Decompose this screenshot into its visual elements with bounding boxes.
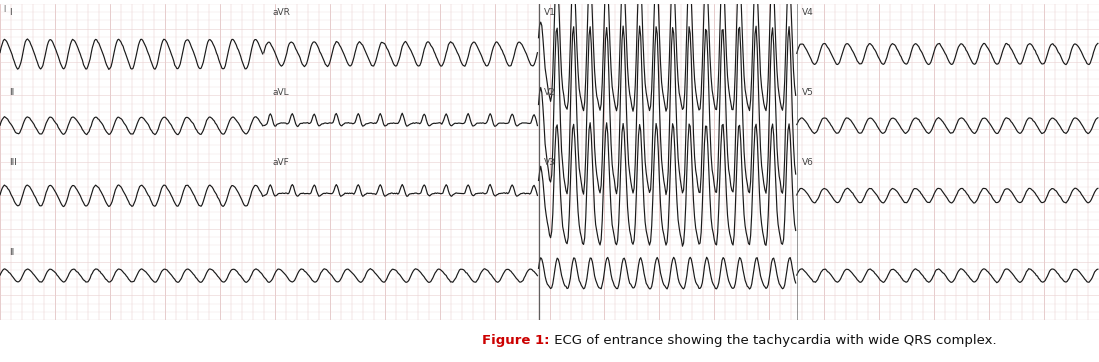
Text: V1: V1 xyxy=(544,8,556,17)
Text: aVR: aVR xyxy=(273,8,290,17)
Text: II: II xyxy=(9,248,14,257)
Text: aVL: aVL xyxy=(273,88,289,97)
Text: V2: V2 xyxy=(544,88,556,97)
Text: aVF: aVF xyxy=(273,158,289,167)
Text: II: II xyxy=(9,88,14,97)
Text: ECG of entrance showing the tachycardia with wide QRS complex.: ECG of entrance showing the tachycardia … xyxy=(550,334,996,347)
Text: Figure 1:: Figure 1: xyxy=(482,334,550,347)
Text: V3: V3 xyxy=(544,158,556,167)
Text: III: III xyxy=(9,158,16,167)
Text: V4: V4 xyxy=(802,8,814,17)
Text: I: I xyxy=(9,8,11,17)
Text: I: I xyxy=(3,5,5,14)
Text: V6: V6 xyxy=(802,158,814,167)
Text: V5: V5 xyxy=(802,88,814,97)
